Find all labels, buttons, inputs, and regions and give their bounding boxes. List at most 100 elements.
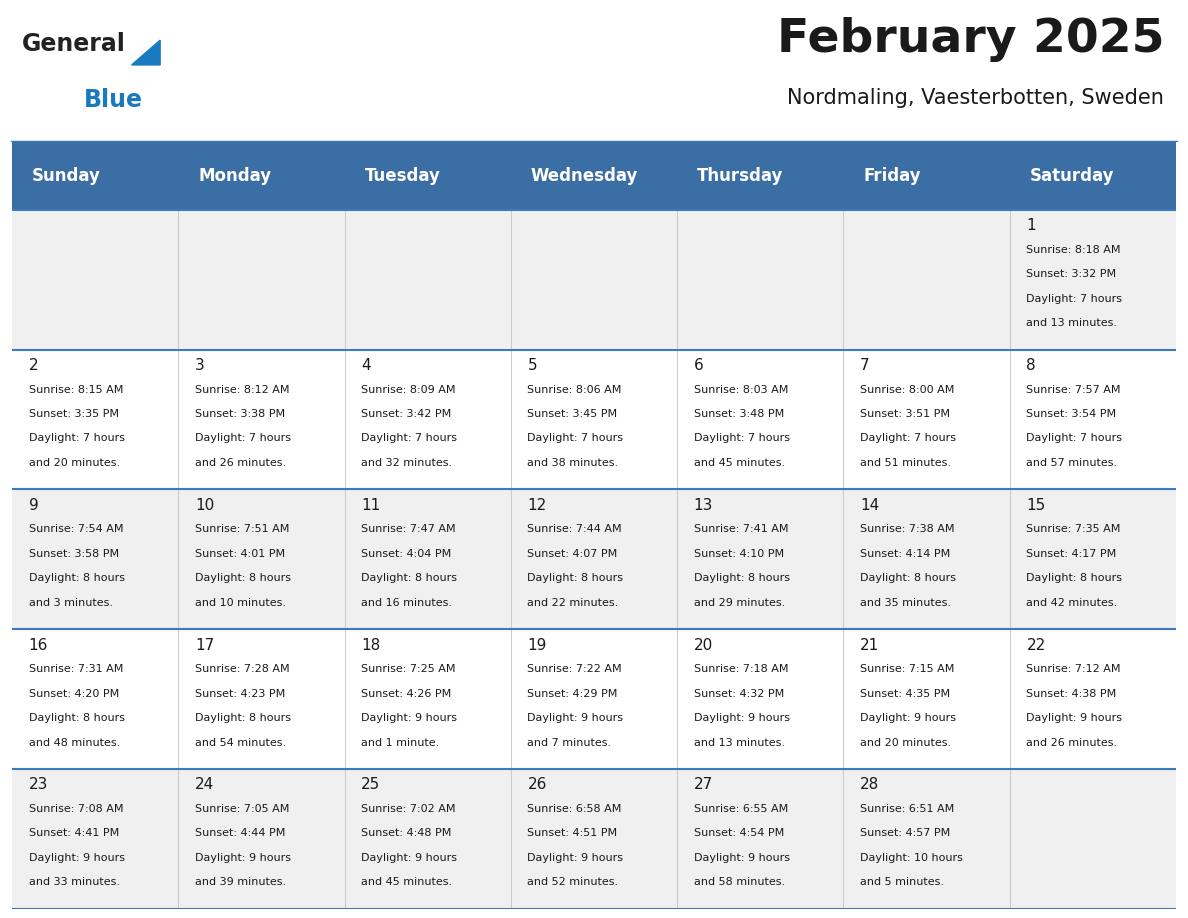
Text: 16: 16 [29,638,48,653]
Text: and 13 minutes.: and 13 minutes. [1026,319,1118,328]
Text: and 32 minutes.: and 32 minutes. [361,458,453,468]
Text: and 20 minutes.: and 20 minutes. [860,737,952,747]
Text: Monday: Monday [198,167,271,185]
Text: and 39 minutes.: and 39 minutes. [195,878,286,888]
Text: 26: 26 [527,778,546,792]
Text: 20: 20 [694,638,713,653]
Text: Sunset: 3:32 PM: Sunset: 3:32 PM [1026,269,1117,279]
Text: Daylight: 8 hours: Daylight: 8 hours [860,573,956,583]
Bar [12,350,1176,489]
Text: 14: 14 [860,498,879,513]
Text: and 29 minutes.: and 29 minutes. [694,598,785,608]
Text: Sunset: 4:54 PM: Sunset: 4:54 PM [694,828,784,838]
Text: Sunset: 4:41 PM: Sunset: 4:41 PM [29,828,119,838]
Text: Daylight: 8 hours: Daylight: 8 hours [29,573,125,583]
Text: Daylight: 9 hours: Daylight: 9 hours [527,853,624,863]
Text: and 45 minutes.: and 45 minutes. [361,878,453,888]
Text: Sunrise: 7:18 AM: Sunrise: 7:18 AM [694,664,789,674]
Text: Sunrise: 7:12 AM: Sunrise: 7:12 AM [1026,664,1121,674]
Text: and 5 minutes.: and 5 minutes. [860,878,944,888]
Text: Tuesday: Tuesday [365,167,441,185]
Text: 7: 7 [860,358,870,373]
Text: Sunset: 3:38 PM: Sunset: 3:38 PM [195,409,285,419]
Text: Sunset: 4:44 PM: Sunset: 4:44 PM [195,828,285,838]
Text: 10: 10 [195,498,214,513]
Text: Sunset: 4:32 PM: Sunset: 4:32 PM [694,688,784,699]
Text: and 26 minutes.: and 26 minutes. [195,458,286,468]
Text: Sunrise: 6:51 AM: Sunrise: 6:51 AM [860,804,954,814]
Text: Daylight: 9 hours: Daylight: 9 hours [1026,713,1123,723]
Text: 17: 17 [195,638,214,653]
Text: and 7 minutes.: and 7 minutes. [527,737,612,747]
Text: Daylight: 8 hours: Daylight: 8 hours [361,573,457,583]
Text: and 42 minutes.: and 42 minutes. [1026,598,1118,608]
Text: 1: 1 [1026,218,1036,233]
Text: 8: 8 [1026,358,1036,373]
Text: Thursday: Thursday [697,167,784,185]
Text: and 26 minutes.: and 26 minutes. [1026,737,1118,747]
Text: Blue: Blue [84,88,143,113]
Text: Daylight: 9 hours: Daylight: 9 hours [860,713,956,723]
Text: Sunset: 4:57 PM: Sunset: 4:57 PM [860,828,950,838]
Text: and 48 minutes.: and 48 minutes. [29,737,120,747]
Text: Sunset: 3:35 PM: Sunset: 3:35 PM [29,409,119,419]
Text: Sunrise: 7:47 AM: Sunrise: 7:47 AM [361,524,456,534]
Text: and 10 minutes.: and 10 minutes. [195,598,286,608]
Text: and 16 minutes.: and 16 minutes. [361,598,453,608]
Text: Sunset: 4:14 PM: Sunset: 4:14 PM [860,549,950,559]
Text: 9: 9 [29,498,38,513]
Text: and 57 minutes.: and 57 minutes. [1026,458,1118,468]
Text: Sunrise: 8:03 AM: Sunrise: 8:03 AM [694,385,788,395]
Text: Sunset: 4:17 PM: Sunset: 4:17 PM [1026,549,1117,559]
Text: Daylight: 7 hours: Daylight: 7 hours [860,433,956,443]
Text: Daylight: 7 hours: Daylight: 7 hours [694,433,790,443]
Text: 6: 6 [694,358,703,373]
Text: Sunset: 3:42 PM: Sunset: 3:42 PM [361,409,451,419]
Text: Wednesday: Wednesday [531,167,638,185]
Text: Daylight: 7 hours: Daylight: 7 hours [527,433,624,443]
Text: Daylight: 7 hours: Daylight: 7 hours [1026,294,1123,304]
Text: 18: 18 [361,638,380,653]
Text: 25: 25 [361,778,380,792]
Text: Daylight: 7 hours: Daylight: 7 hours [1026,433,1123,443]
Text: Sunrise: 7:35 AM: Sunrise: 7:35 AM [1026,524,1120,534]
Text: Sunrise: 7:15 AM: Sunrise: 7:15 AM [860,664,954,674]
Text: 3: 3 [195,358,204,373]
Text: Sunset: 4:35 PM: Sunset: 4:35 PM [860,688,950,699]
Text: Daylight: 9 hours: Daylight: 9 hours [195,853,291,863]
Text: Sunrise: 7:41 AM: Sunrise: 7:41 AM [694,524,789,534]
Text: and 35 minutes.: and 35 minutes. [860,598,952,608]
Text: and 20 minutes.: and 20 minutes. [29,458,120,468]
Text: and 58 minutes.: and 58 minutes. [694,878,785,888]
Text: Sunrise: 7:28 AM: Sunrise: 7:28 AM [195,664,290,674]
Text: 24: 24 [195,778,214,792]
Text: 27: 27 [694,778,713,792]
Text: and 22 minutes.: and 22 minutes. [527,598,619,608]
Text: Daylight: 9 hours: Daylight: 9 hours [29,853,125,863]
Text: Friday: Friday [864,167,921,185]
Text: and 13 minutes.: and 13 minutes. [694,737,785,747]
Text: Daylight: 10 hours: Daylight: 10 hours [860,853,963,863]
Bar [12,629,1176,769]
Text: Sunset: 4:10 PM: Sunset: 4:10 PM [694,549,784,559]
Text: Daylight: 9 hours: Daylight: 9 hours [527,713,624,723]
Text: Sunrise: 8:09 AM: Sunrise: 8:09 AM [361,385,456,395]
Text: Sunrise: 7:05 AM: Sunrise: 7:05 AM [195,804,289,814]
Text: Daylight: 8 hours: Daylight: 8 hours [195,713,291,723]
Text: Daylight: 9 hours: Daylight: 9 hours [361,713,457,723]
Text: 21: 21 [860,638,879,653]
Polygon shape [132,40,160,65]
Text: Daylight: 8 hours: Daylight: 8 hours [527,573,624,583]
Text: Sunrise: 7:02 AM: Sunrise: 7:02 AM [361,804,456,814]
Text: and 3 minutes.: and 3 minutes. [29,598,113,608]
Text: and 38 minutes.: and 38 minutes. [527,458,619,468]
Text: 23: 23 [29,778,48,792]
Text: Sunrise: 7:22 AM: Sunrise: 7:22 AM [527,664,623,674]
Text: February 2025: February 2025 [777,17,1164,62]
Text: 28: 28 [860,778,879,792]
Text: 11: 11 [361,498,380,513]
Text: Nordmaling, Vaesterbotten, Sweden: Nordmaling, Vaesterbotten, Sweden [788,88,1164,108]
Text: Sunrise: 7:38 AM: Sunrise: 7:38 AM [860,524,955,534]
Text: 15: 15 [1026,498,1045,513]
Text: and 54 minutes.: and 54 minutes. [195,737,286,747]
